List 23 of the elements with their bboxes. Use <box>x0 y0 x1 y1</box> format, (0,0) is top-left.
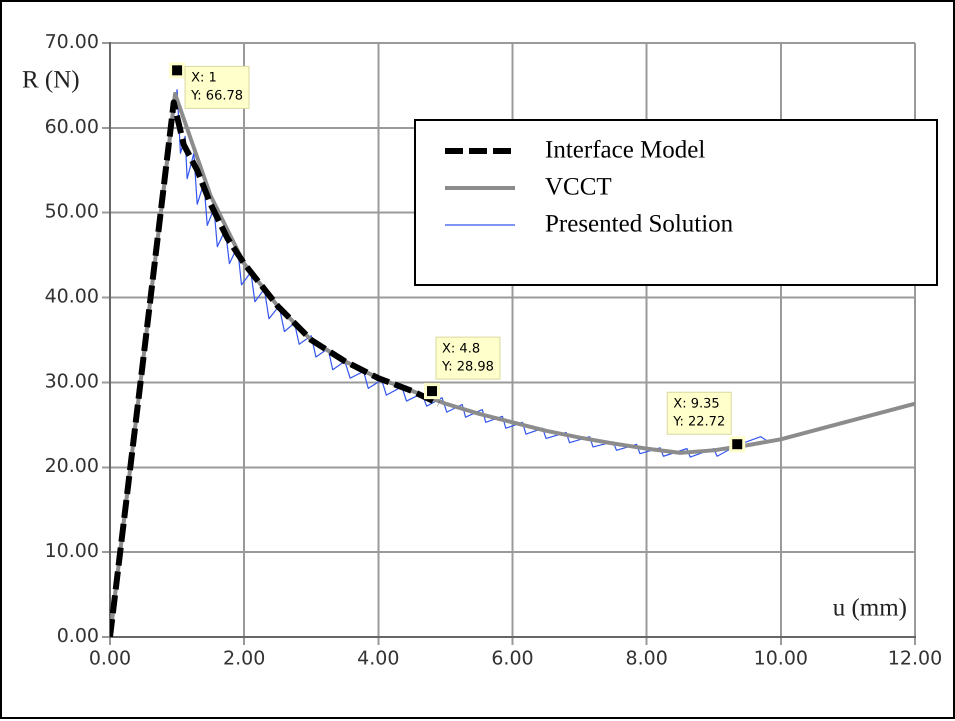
legend-label: VCCT <box>545 174 612 201</box>
legend-label: Presented Solution <box>545 210 734 238</box>
x-tick-label: 12.00 <box>888 647 942 670</box>
y-tick-label: 0.00 <box>56 624 99 647</box>
x-axis-title: u (mm) <box>832 594 907 622</box>
x-tick-label: 10.00 <box>754 647 808 670</box>
y-tick-label: 10.00 <box>44 540 99 562</box>
y-tick-label: 40.00 <box>44 286 99 308</box>
y-tick-label: 60.00 <box>44 116 99 138</box>
y-tick-label: 50.00 <box>44 200 99 223</box>
y-axis-title: R (N) <box>22 66 80 94</box>
x-tick-label: 2.00 <box>223 647 266 670</box>
x-tick-label: 4.00 <box>357 647 400 670</box>
annotation: X: 1 Y: 66.78 <box>190 70 244 104</box>
annotation: X: 9.35 Y: 22.72 <box>672 396 726 430</box>
x-tick-label: 0.00 <box>88 647 132 670</box>
annotation: X: 4.8 Y: 28.98 <box>441 341 494 374</box>
legend-label: Interface Model <box>545 136 706 164</box>
y-tick-label: 30.00 <box>44 370 99 392</box>
y-tick-label: 20.00 <box>44 455 99 478</box>
y-tick-label: 70.00 <box>44 30 99 53</box>
x-tick-label: 6.00 <box>491 647 534 670</box>
x-tick-label: 8.00 <box>626 647 668 670</box>
